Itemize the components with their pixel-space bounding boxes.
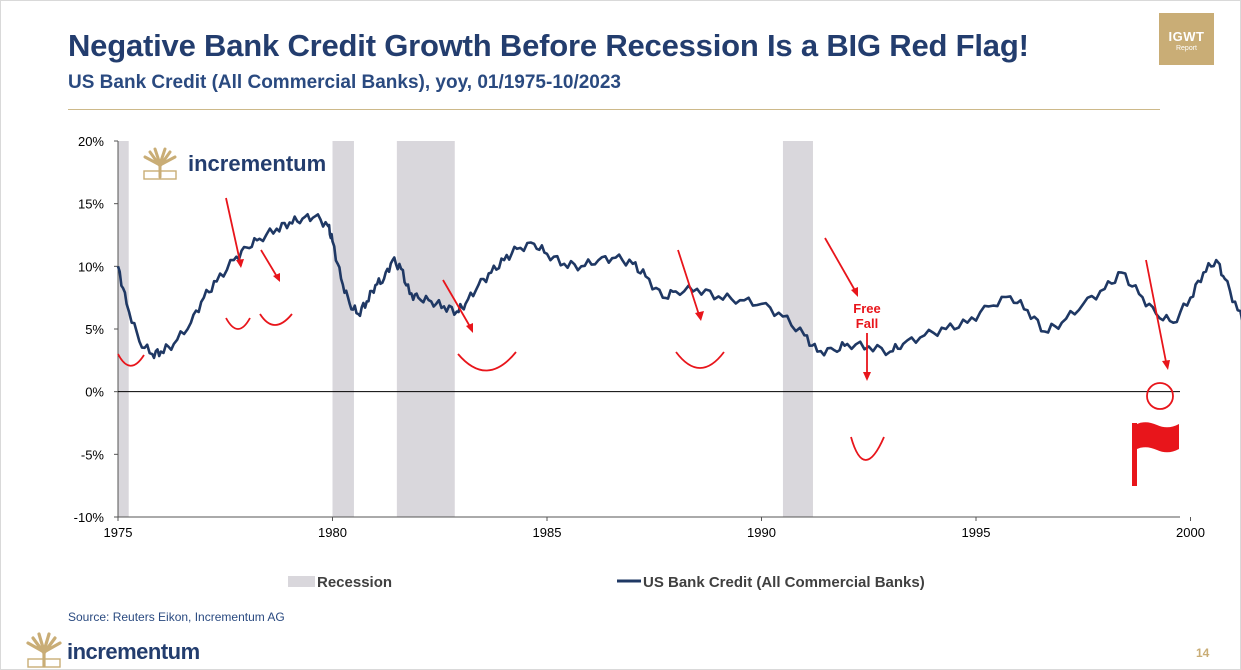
- watermark-logo: incrementum: [143, 146, 326, 180]
- trough-arc: [225, 317, 251, 330]
- free-fall-label-line2: Fall: [856, 316, 878, 331]
- y-tick-label: 0%: [85, 385, 104, 400]
- x-tick-label: 1990: [747, 525, 776, 540]
- legend-recession-label: Recession: [317, 574, 392, 591]
- source-note: Source: Reuters Eikon, Incrementum AG: [68, 610, 285, 624]
- free-fall-label-line1: Free: [853, 301, 880, 316]
- page-number: 14: [1196, 646, 1210, 660]
- x-tick-label: 1975: [104, 525, 133, 540]
- trough-arc: [675, 351, 725, 369]
- y-tick-label: 20%: [78, 134, 104, 149]
- x-axis-labels: 1975198019851990199520002005201020152020: [104, 525, 1205, 540]
- red-arrow: [225, 197, 244, 268]
- watermark-brand: incrementum: [188, 151, 326, 176]
- x-tick-label: 1995: [962, 525, 991, 540]
- x-tick-label: 2000: [1176, 525, 1205, 540]
- red-arrow: [863, 333, 871, 381]
- red-annotations: Free Fall: [117, 197, 1179, 486]
- trough-arc: [117, 353, 145, 367]
- red-flag-icon: [1132, 422, 1179, 486]
- title-divider: [68, 109, 1160, 110]
- page-subtitle: US Bank Credit (All Commercial Banks), y…: [68, 72, 622, 93]
- legend-recession-swatch: [288, 576, 315, 587]
- y-tick-label: -5%: [81, 447, 105, 462]
- legend-series-label: US Bank Credit (All Commercial Banks): [643, 574, 925, 591]
- footer-logo: [26, 632, 62, 668]
- badge-line1: IGWT: [1168, 29, 1205, 44]
- tree-icon: [26, 632, 62, 668]
- red-arrow: [260, 249, 280, 282]
- x-tick-label: 1980: [318, 525, 347, 540]
- red-arrow: [677, 249, 704, 321]
- y-axis-labels: -10% -5% 0% 5% 10% 15% 20%: [74, 134, 105, 525]
- trough-arc: [457, 351, 517, 372]
- trough-arc: [850, 436, 885, 461]
- y-tick-label: -10%: [74, 510, 105, 525]
- recession-bands: [118, 141, 813, 517]
- tree-icon: [143, 146, 177, 180]
- recession-band: [396, 141, 455, 517]
- trough-arc: [259, 313, 293, 326]
- series-line: [116, 213, 1241, 360]
- red-arrow: [442, 279, 473, 333]
- badge-line2: Report: [1175, 45, 1197, 52]
- chart-axes: [114, 140, 1191, 521]
- red-arrow: [824, 237, 858, 297]
- footer-brand: incrementum: [67, 639, 200, 664]
- recession-band: [118, 141, 129, 517]
- y-tick-label: 15%: [78, 197, 104, 212]
- igwt-badge: IGWT Report: [1159, 13, 1214, 65]
- y-tick-label: 5%: [85, 322, 104, 337]
- current-value-circle: [1146, 382, 1174, 410]
- page-title: Negative Bank Credit Growth Before Reces…: [68, 28, 1029, 63]
- x-tick-label: 1985: [533, 525, 562, 540]
- recession-band: [332, 141, 354, 517]
- y-tick-label: 10%: [78, 259, 104, 274]
- chart-legend: Recession US Bank Credit (All Commercial…: [288, 574, 925, 591]
- red-arrow: [1145, 259, 1170, 370]
